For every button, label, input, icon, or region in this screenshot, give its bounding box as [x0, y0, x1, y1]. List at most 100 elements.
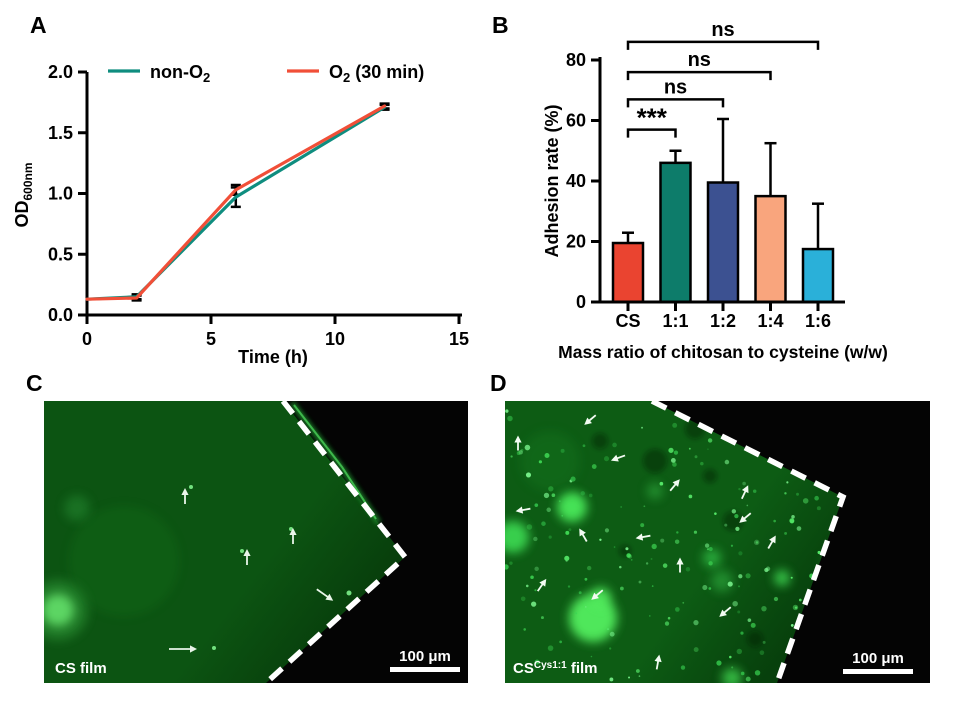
speckle	[570, 476, 576, 482]
speckle	[724, 459, 730, 465]
bright-blob	[520, 431, 580, 491]
speckle	[525, 584, 529, 588]
bright-blob	[703, 549, 721, 567]
arrow-head	[654, 654, 662, 663]
arrow-head	[591, 592, 599, 600]
speckle	[737, 585, 741, 588]
speckle	[567, 585, 571, 588]
speckle	[740, 631, 744, 635]
speckle	[582, 444, 586, 448]
speckle	[791, 515, 795, 519]
speckle	[814, 495, 819, 501]
speckle	[745, 573, 751, 579]
y-tick-label: 0.0	[48, 305, 73, 325]
speckle	[630, 558, 633, 561]
small-dot	[346, 590, 352, 596]
scale-bar-label: 100 μm	[852, 650, 904, 667]
pointer-arrow	[635, 533, 651, 541]
panel-label-c: C	[26, 370, 43, 396]
speckle	[638, 675, 641, 677]
speckle	[590, 655, 593, 658]
speckle	[742, 481, 746, 486]
film-label: CSCys1:1 film	[513, 660, 598, 677]
speckle	[764, 567, 769, 573]
pointer-arrow	[169, 645, 197, 653]
speckle	[604, 528, 610, 533]
speckle	[693, 647, 699, 653]
speckle	[510, 455, 513, 458]
speckle	[790, 576, 793, 579]
speckle	[752, 489, 757, 493]
arrow-head	[515, 506, 524, 514]
speckle	[746, 504, 749, 507]
arrow-head	[190, 645, 197, 653]
sig-label: ns	[711, 19, 734, 41]
speckle	[524, 444, 531, 451]
speckle	[675, 607, 680, 612]
pointer-arrow	[181, 488, 189, 504]
adhesion-rate-chart: 0 20 40 60 80 CS 1:1 1:2 1:4 1:6 Mass ratio of chi…	[542, 19, 888, 362]
arrow-head	[676, 557, 684, 565]
pointer-arrow	[515, 506, 531, 514]
speckle	[688, 494, 693, 499]
speckle	[612, 442, 617, 448]
speckle	[817, 550, 821, 555]
bar-1:6	[801, 247, 835, 304]
speckle	[599, 538, 602, 541]
speckle	[588, 493, 593, 498]
speckle	[525, 472, 532, 478]
speckle	[738, 551, 743, 556]
speckle	[670, 458, 676, 463]
speckle	[506, 545, 509, 548]
speckle	[706, 548, 710, 551]
speckle	[704, 543, 710, 548]
speckle	[731, 509, 737, 514]
speckle	[546, 507, 551, 513]
speckle	[526, 524, 533, 530]
x-tick-label: 1:2	[710, 311, 736, 331]
bar-1:2	[706, 181, 740, 304]
pointer-arrow	[514, 435, 522, 451]
speckle	[551, 493, 556, 498]
speckle	[754, 670, 761, 676]
speckle	[578, 591, 582, 595]
speckle	[564, 555, 570, 561]
speckle	[796, 492, 799, 496]
speckle	[609, 677, 614, 682]
speckle	[586, 565, 592, 571]
dark-patch	[592, 433, 608, 449]
speckle	[672, 422, 678, 428]
pointer-arrow	[316, 588, 334, 601]
y-tick-label: 60	[566, 111, 586, 131]
small-dot	[212, 646, 216, 650]
speckle	[673, 450, 679, 455]
speckle	[559, 640, 562, 644]
speckle	[737, 610, 741, 614]
panel-label-a: A	[30, 12, 47, 38]
dashed-boundary	[264, 401, 409, 683]
speckle	[727, 581, 733, 587]
speckle	[538, 460, 543, 464]
arrow-head	[610, 454, 619, 462]
y-tick-label: 1.5	[48, 123, 73, 143]
sig-label: ns	[664, 76, 687, 98]
speckle	[796, 526, 802, 531]
arrow-head	[243, 549, 251, 556]
speckle	[732, 600, 738, 607]
speckle	[628, 676, 631, 679]
speckle	[734, 513, 739, 519]
speckle	[672, 462, 677, 467]
y-tick-label: 1.0	[48, 184, 73, 204]
speckle	[523, 628, 526, 631]
panel-label-d: D	[490, 370, 507, 396]
speckle	[724, 523, 728, 527]
edge-streak-bright	[293, 404, 377, 520]
speckle	[784, 531, 788, 535]
speckle	[708, 587, 712, 590]
speckle	[651, 543, 657, 550]
series-line-O2 (30 min)	[85, 104, 387, 301]
speckle	[716, 660, 722, 666]
speckle	[534, 503, 539, 507]
speckle	[747, 618, 752, 622]
y-axis-title: Adhesion rate (%)	[542, 104, 562, 257]
